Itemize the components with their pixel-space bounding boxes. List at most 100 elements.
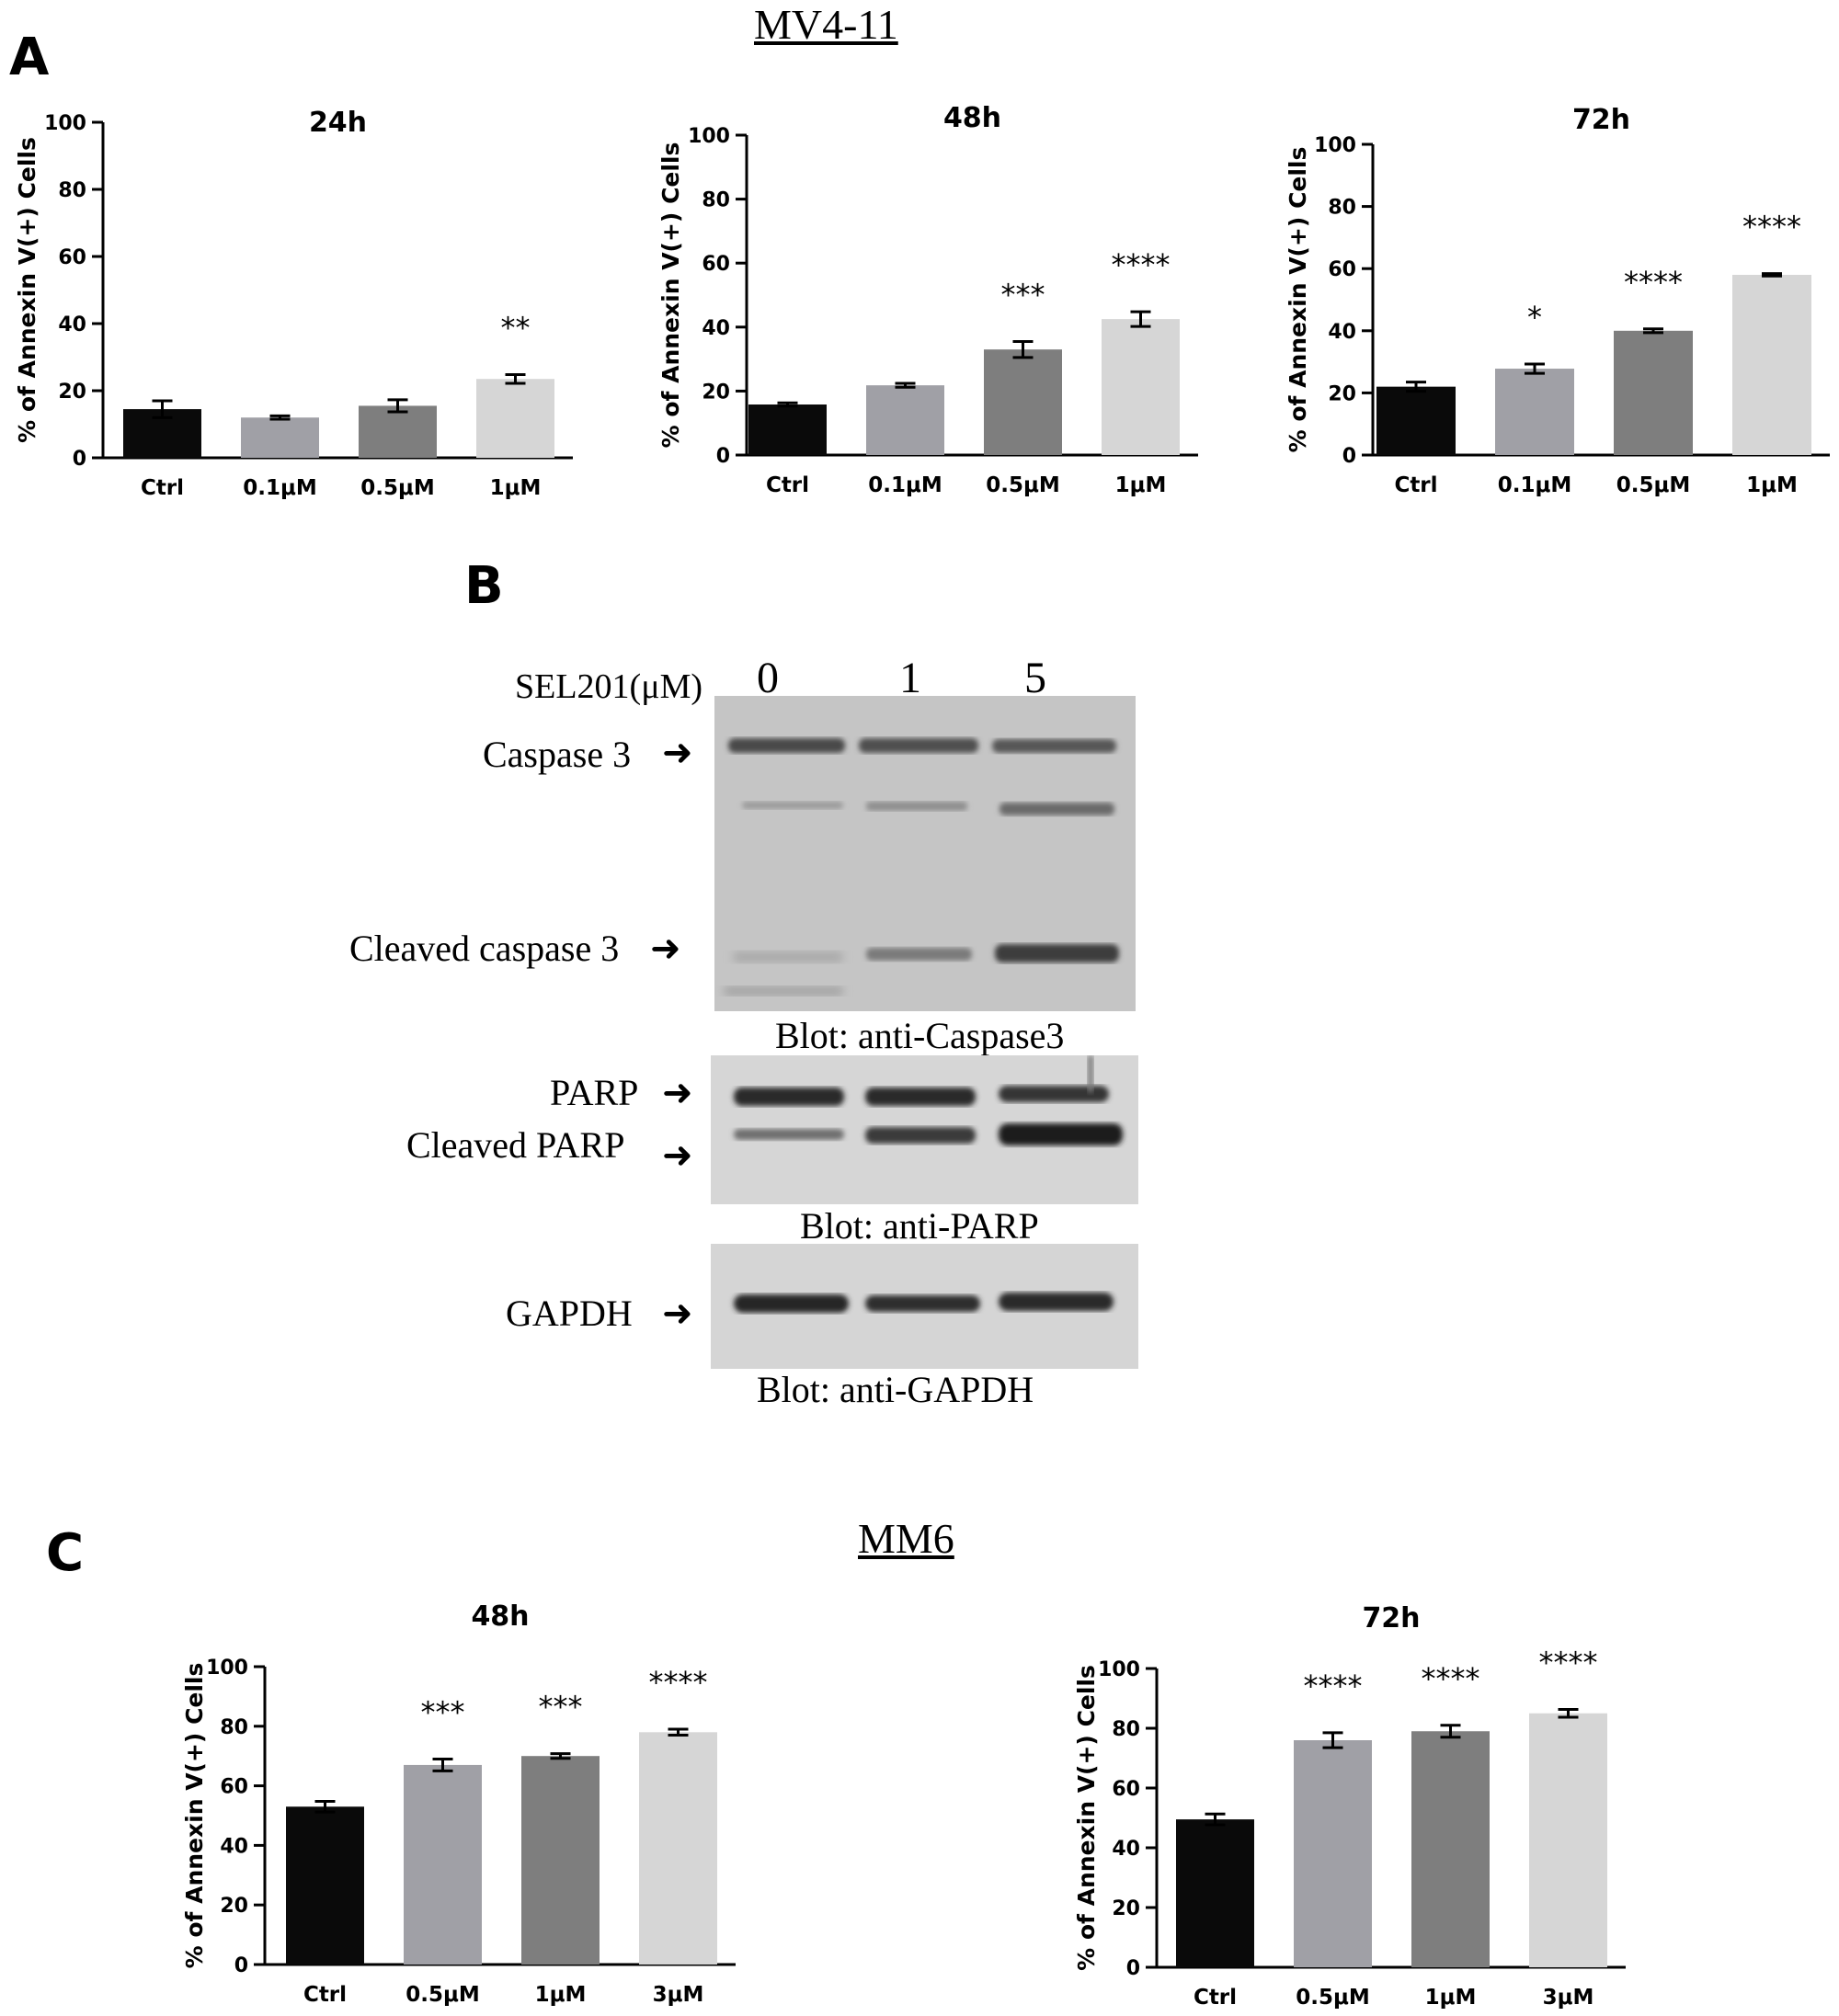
- parp-blot-image: [711, 1055, 1138, 1204]
- significance-label: ***: [539, 1690, 583, 1725]
- bar: [1102, 319, 1180, 455]
- y-tick-label: 80: [220, 1716, 248, 1739]
- x-tick-label: 0.5μM: [986, 473, 1060, 497]
- x-tick-label: Ctrl: [766, 473, 809, 497]
- significance-label: ****: [649, 1665, 708, 1700]
- y-tick-label: 60: [1112, 1778, 1140, 1801]
- lane-label-2: 5: [1024, 654, 1046, 702]
- significance-label: ****: [1304, 1669, 1363, 1703]
- bar: [1529, 1713, 1607, 1967]
- x-tick-label: 3μM: [1543, 1986, 1594, 2010]
- gapdh-caption: Blot: anti-GAPDH: [757, 1369, 1034, 1410]
- y-tick-label: 0: [1126, 1957, 1140, 1980]
- lane-label-0: 0: [757, 654, 779, 702]
- x-tick-label: 1μM: [1746, 473, 1798, 497]
- bar: [286, 1806, 364, 1965]
- y-axis-label: % of Annexin V(+) Cells: [181, 1663, 208, 1969]
- significance-label: ****: [1539, 1646, 1598, 1680]
- x-tick-label: 1μM: [490, 476, 542, 500]
- bar: [866, 385, 944, 455]
- bar: [984, 349, 1062, 455]
- x-tick-label: 0.1μM: [1498, 473, 1572, 497]
- y-tick-label: 60: [58, 246, 86, 269]
- y-tick-label: 0: [234, 1954, 248, 1977]
- cleaved-caspase3-arrow: ➜: [650, 928, 681, 969]
- panel-a-title: MV4-11: [754, 1, 898, 48]
- bar: [1294, 1740, 1372, 1967]
- y-tick-label: 100: [206, 1657, 248, 1680]
- parp-label: PARP: [550, 1072, 639, 1113]
- y-tick-label: 80: [1328, 197, 1356, 220]
- parp-caption: Blot: anti-PARP: [800, 1205, 1039, 1247]
- y-tick-label: 20: [702, 381, 730, 404]
- caspase3-blot-image: [714, 696, 1136, 1011]
- y-axis-label: % of Annexin V(+) Cells: [1285, 147, 1311, 453]
- x-tick-label: 0.5μM: [1616, 473, 1691, 497]
- x-tick-label: 0.5μM: [360, 476, 435, 500]
- chart-title: 72h: [1362, 1602, 1420, 1634]
- y-tick-label: 20: [1328, 382, 1356, 405]
- chart-title: 72h: [1572, 104, 1630, 136]
- chart-title: 48h: [943, 102, 1001, 134]
- gapdh-blot-image: [711, 1244, 1138, 1369]
- significance-label: *: [1527, 300, 1542, 335]
- caspase3-caption: Blot: anti-Caspase3: [775, 1015, 1065, 1056]
- x-tick-label: Ctrl: [303, 1983, 347, 2007]
- cleaved-parp-arrow: ➜: [662, 1134, 693, 1176]
- treatment-label: SEL201(μM): [515, 667, 703, 706]
- y-tick-label: 20: [220, 1895, 248, 1918]
- gapdh-arrow: ➜: [662, 1293, 693, 1334]
- y-tick-label: 100: [1314, 134, 1356, 157]
- bar: [123, 409, 201, 458]
- x-tick-label: 1μM: [1425, 1986, 1477, 2010]
- y-tick-label: 60: [220, 1776, 248, 1799]
- significance-label: **: [501, 310, 531, 345]
- y-axis-label: % of Annexin V(+) Cells: [657, 142, 684, 449]
- bar: [1411, 1731, 1490, 1967]
- y-tick-label: 100: [688, 125, 730, 148]
- lane-label-1: 1: [899, 654, 921, 702]
- cleaved-parp-label: Cleaved PARP: [406, 1124, 625, 1166]
- bar: [1614, 330, 1693, 455]
- parp-arrow: ➜: [662, 1072, 693, 1113]
- panel-a-letter: A: [9, 28, 50, 87]
- significance-label: ***: [421, 1694, 465, 1729]
- y-tick-label: 80: [702, 189, 730, 212]
- y-tick-label: 0: [716, 445, 730, 468]
- x-tick-label: 0.1μM: [243, 476, 317, 500]
- significance-label: ***: [1001, 277, 1045, 312]
- gapdh-label: GAPDH: [506, 1293, 633, 1334]
- y-axis-label: % of Annexin V(+) Cells: [14, 137, 40, 443]
- x-tick-label: Ctrl: [1394, 473, 1437, 497]
- y-tick-label: 80: [1112, 1718, 1140, 1741]
- bar: [1495, 369, 1574, 455]
- panel-c-title: MM6: [858, 1515, 954, 1562]
- y-tick-label: 60: [702, 253, 730, 276]
- x-tick-label: 1μM: [1115, 473, 1167, 497]
- y-tick-label: 40: [58, 313, 86, 336]
- bar: [1176, 1819, 1254, 1967]
- bar: [521, 1756, 600, 1965]
- x-tick-label: Ctrl: [1194, 1986, 1237, 2010]
- x-tick-label: 1μM: [535, 1983, 587, 2007]
- cleaved-caspase3-label: Cleaved caspase 3: [349, 928, 620, 969]
- y-tick-label: 0: [1342, 445, 1356, 468]
- y-axis-label: % of Annexin V(+) Cells: [1073, 1665, 1100, 1971]
- y-tick-label: 20: [58, 381, 86, 404]
- y-tick-label: 40: [1112, 1838, 1140, 1861]
- x-tick-label: 0.1μM: [868, 473, 942, 497]
- chart-title: 24h: [309, 107, 367, 139]
- bar: [404, 1764, 482, 1965]
- significance-label: ****: [1624, 265, 1683, 300]
- y-tick-label: 100: [44, 112, 86, 135]
- y-tick-label: 40: [702, 317, 730, 340]
- y-tick-label: 40: [1328, 321, 1356, 344]
- bar: [639, 1732, 717, 1965]
- panel-b-letter: B: [464, 556, 504, 616]
- chart-title: 48h: [471, 1600, 529, 1633]
- bar: [1376, 386, 1456, 455]
- bar: [241, 417, 319, 458]
- y-tick-label: 100: [1098, 1658, 1140, 1681]
- bar: [359, 405, 437, 458]
- significance-label: ****: [1742, 210, 1801, 245]
